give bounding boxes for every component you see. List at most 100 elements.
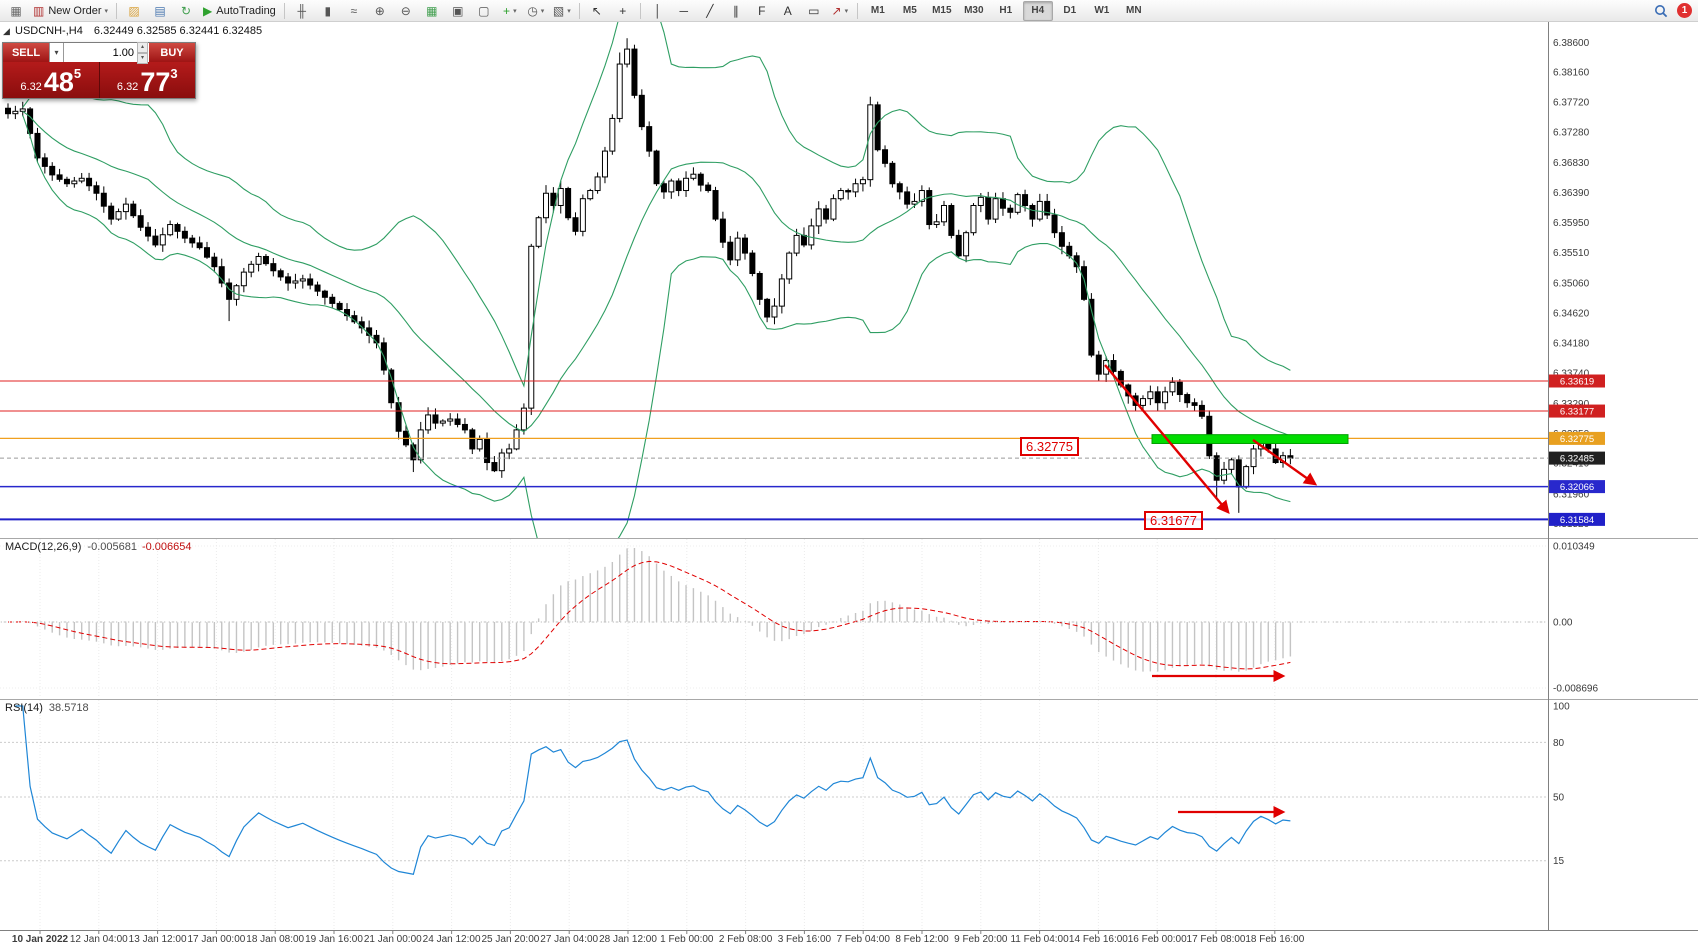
macd-axis[interactable]: 0.010349 0.00 -0.008696 bbox=[0, 542, 1598, 695]
crosshair-icon-glyph: + bbox=[619, 3, 627, 18]
search-icon[interactable] bbox=[1649, 1, 1673, 21]
support-price-label[interactable]: 6.31677 bbox=[1144, 511, 1203, 530]
buy-price-main: 77 bbox=[140, 67, 171, 97]
crosshair-icon[interactable]: + bbox=[611, 1, 635, 21]
bar-chart-icon[interactable]: ╫ bbox=[290, 1, 314, 21]
macd-histogram bbox=[14, 548, 1292, 672]
cursor-icon[interactable]: ↖ bbox=[585, 1, 609, 21]
periods-clock-icon-glyph: ◷ bbox=[527, 3, 538, 18]
volume-input[interactable]: 1.00 ▴ ▾ bbox=[64, 41, 149, 64]
tile-windows-icon-glyph: ▦ bbox=[426, 3, 438, 18]
templates-icon-glyph: ▧ bbox=[552, 3, 565, 18]
rsi-panel-title: RSI(14) 38.5718 bbox=[5, 702, 89, 714]
svg-text:6.38600: 6.38600 bbox=[1553, 38, 1590, 49]
buy-price-button[interactable]: 6.32 77 3 bbox=[100, 62, 196, 98]
timeframe-h4-button[interactable]: H4 bbox=[1022, 0, 1053, 21]
timeframe-m5-button[interactable]: M5 bbox=[902, 5, 917, 16]
indicators-icon[interactable]: + ▾ bbox=[498, 1, 522, 21]
svg-text:12 Jan 04:00: 12 Jan 04:00 bbox=[70, 934, 128, 945]
timeframe-m15-button[interactable]: M15 bbox=[932, 5, 952, 16]
chart-window-icon[interactable]: ▦ bbox=[4, 1, 28, 21]
equidistant-channel-icon[interactable]: ∥ bbox=[724, 1, 748, 21]
indicators-icon-glyph: + bbox=[503, 3, 511, 18]
svg-text:6.33290: 6.33290 bbox=[1553, 399, 1590, 410]
macd-panel-title: MACD(12,26,9) -0.005681 -0.006654 bbox=[5, 541, 192, 553]
rsi-axis[interactable]: 100 80 50 15 bbox=[1553, 702, 1570, 868]
svg-text:24 Jan 12:00: 24 Jan 12:00 bbox=[423, 934, 481, 945]
svg-text:6.34620: 6.34620 bbox=[1553, 308, 1590, 319]
rsi-title-text: RSI(14) bbox=[5, 702, 43, 714]
volume-value: 1.00 bbox=[112, 46, 134, 59]
spin-down-icon[interactable]: ▾ bbox=[137, 52, 148, 64]
svg-text:28 Jan 12:00: 28 Jan 12:00 bbox=[599, 934, 657, 945]
autotrading-button[interactable]: ▶ AutoTrading bbox=[200, 1, 279, 21]
zoom-in-icon[interactable]: ⊕ bbox=[368, 1, 392, 21]
horizontal-line-icon[interactable]: ─ bbox=[672, 1, 696, 21]
volume-dropdown-icon[interactable]: ▾ bbox=[49, 43, 64, 62]
horizontal-lines[interactable] bbox=[0, 380, 1548, 521]
arrows-icon[interactable]: ↗ ▾ bbox=[828, 1, 852, 21]
svg-text:6.31584: 6.31584 bbox=[1560, 515, 1594, 526]
caret-down-icon: ▾ bbox=[104, 7, 109, 15]
templates-icon[interactable]: ▧ ▾ bbox=[550, 1, 574, 21]
fibonacci-icon-glyph: F bbox=[758, 3, 766, 18]
text-icon[interactable]: A bbox=[776, 1, 800, 21]
refresh-icon[interactable]: ↻ bbox=[174, 1, 198, 21]
notification-badge[interactable]: 1 bbox=[1677, 3, 1692, 18]
candlestick-chart-icon[interactable]: ▮ bbox=[316, 1, 340, 21]
symbol-label: USDCNH-,H4 bbox=[15, 25, 83, 37]
bollinger-bands bbox=[22, 22, 1291, 538]
equidistant-channel-icon-glyph: ∥ bbox=[732, 3, 739, 18]
buy-button[interactable]: BUY bbox=[160, 46, 184, 59]
timeframe-h1-button[interactable]: H1 bbox=[999, 5, 1013, 16]
profiles-icon[interactable]: ▤ bbox=[148, 1, 172, 21]
line-chart-icon[interactable]: ≈ bbox=[342, 1, 366, 21]
new-order-button[interactable]: ▥ New Order ▾ bbox=[30, 1, 111, 21]
zoom-out-icon[interactable]: ⊖ bbox=[394, 1, 418, 21]
cascade-windows-icon[interactable]: ▢ bbox=[472, 1, 496, 21]
text-label-icon[interactable]: ▭ bbox=[802, 1, 826, 21]
data-folder-icon[interactable]: ▨ bbox=[122, 1, 146, 21]
vertical-line-icon[interactable]: │ bbox=[646, 1, 670, 21]
timeframe-m30-button[interactable]: M30 bbox=[964, 5, 984, 16]
candles-layer[interactable] bbox=[5, 38, 1294, 513]
fibonacci-icon[interactable]: F bbox=[750, 1, 774, 21]
trendline-icon[interactable]: ╱ bbox=[698, 1, 722, 21]
macd-signal-value: -0.006654 bbox=[141, 541, 192, 553]
svg-text:7 Feb 04:00: 7 Feb 04:00 bbox=[837, 934, 891, 945]
timeframe-m1-button[interactable]: M1 bbox=[870, 5, 885, 16]
one-click-trading-panel: SELL ▾ 1.00 ▴ ▾ BUY 6.32 48 5 6.32 77 3 bbox=[2, 41, 196, 99]
tile-windows-icon[interactable]: ▦ bbox=[420, 1, 444, 21]
support-rectangle[interactable] bbox=[1151, 434, 1349, 444]
profiles-icon-glyph: ▤ bbox=[154, 3, 166, 18]
text-label-icon-glyph: ▭ bbox=[808, 3, 820, 18]
timeframe-mn-button[interactable]: MN bbox=[1126, 5, 1142, 16]
resistance-price-label[interactable]: 6.32775 bbox=[1020, 437, 1079, 456]
volume-spinner[interactable]: ▴ ▾ bbox=[137, 41, 148, 64]
time-axis[interactable]: 10 Jan 2022 12 Jan 04:00 13 Jan 12:00 17 Ja… bbox=[12, 930, 1305, 945]
price-axis[interactable]: 6.38600 6.38160 6.37720 6.37280 6.36830 6.363… bbox=[1549, 38, 1605, 530]
svg-text:15: 15 bbox=[1553, 856, 1565, 867]
trade-panel-toggle-icon[interactable]: ◢ bbox=[3, 26, 10, 36]
svg-text:-0.008696: -0.008696 bbox=[1553, 684, 1598, 695]
auto-arrange-icon[interactable]: ▣ bbox=[446, 1, 470, 21]
spin-up-icon[interactable]: ▴ bbox=[137, 41, 148, 53]
cursor-icon-glyph: ↖ bbox=[591, 3, 602, 18]
svg-text:25 Jan 20:00: 25 Jan 20:00 bbox=[481, 934, 539, 945]
panel-frame bbox=[0, 22, 1698, 931]
svg-text:80: 80 bbox=[1553, 738, 1565, 749]
indicator-arrows[interactable] bbox=[1152, 669, 1286, 819]
svg-text:9 Feb 20:00: 9 Feb 20:00 bbox=[954, 934, 1008, 945]
chart-window-icon-glyph: ▦ bbox=[10, 3, 22, 18]
timeframe-d1-button[interactable]: D1 bbox=[1063, 5, 1077, 16]
sell-price-button[interactable]: 6.32 48 5 bbox=[3, 62, 99, 98]
trend-arrows[interactable] bbox=[1104, 364, 1318, 515]
new-order-glyph: ▥ bbox=[33, 3, 45, 18]
toolbar-separator bbox=[639, 2, 641, 19]
timeframe-w1-button[interactable]: W1 bbox=[1094, 5, 1110, 16]
periods-clock-icon[interactable]: ◷ ▾ bbox=[524, 1, 548, 21]
sell-button[interactable]: SELL bbox=[11, 46, 41, 59]
autotrading-button-label: AutoTrading bbox=[216, 4, 276, 17]
svg-text:8 Feb 12:00: 8 Feb 12:00 bbox=[895, 934, 949, 945]
